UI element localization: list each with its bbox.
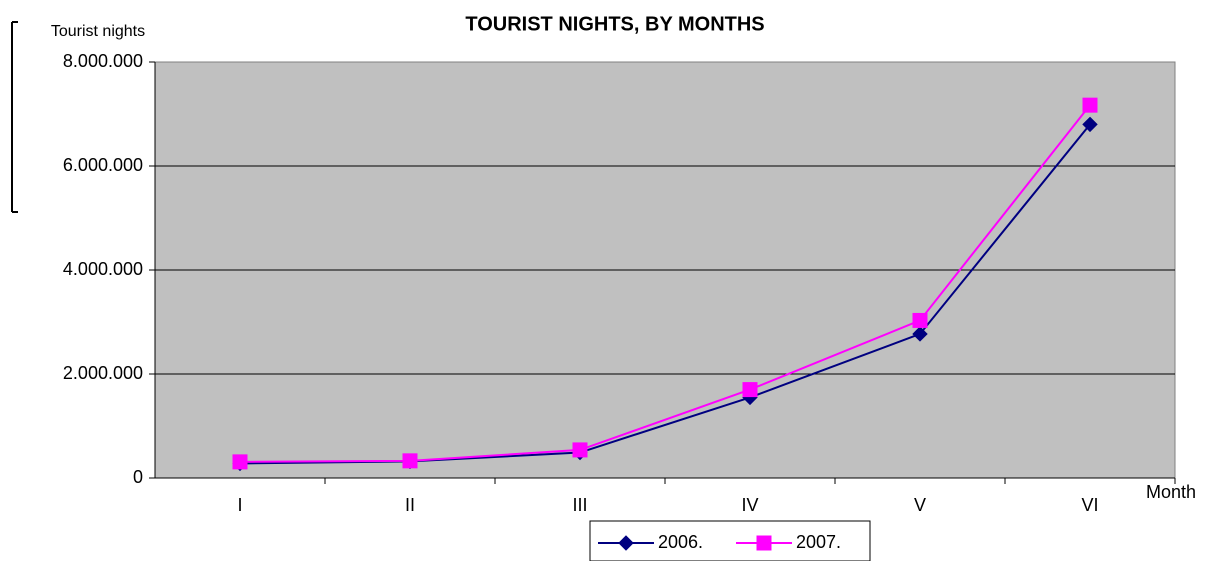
x-tick-label: III	[572, 495, 587, 515]
x-tick-label: II	[405, 495, 415, 515]
y-tick-label: 0	[133, 467, 143, 487]
point	[402, 453, 418, 469]
point	[1082, 116, 1098, 133]
point	[912, 326, 928, 342]
y-tick-label: 6.000.000	[63, 155, 143, 175]
legend-marker	[618, 535, 634, 551]
legend-marker	[756, 535, 772, 551]
chart-title: TOURIST NIGHTS, BY MONTHS	[465, 13, 764, 35]
y-axis-title: Tourist nights	[51, 23, 145, 40]
point	[1082, 97, 1098, 113]
decoration	[11, 21, 18, 213]
y-tick-label: 8.000.000	[63, 51, 143, 71]
point	[572, 442, 588, 458]
y-tick-label: 4.000.000	[63, 259, 143, 279]
x-tick-label: VI	[1081, 495, 1098, 515]
x-tick-label: I	[237, 495, 242, 515]
point	[742, 382, 758, 398]
legend-label: 2006.	[658, 532, 703, 552]
x-tick-label: IV	[741, 495, 758, 515]
y-tick-label: 2.000.000	[63, 363, 143, 383]
x-axis-title: Month	[1146, 482, 1196, 502]
x-tick-label: V	[914, 495, 926, 515]
point	[232, 454, 248, 470]
legend-label: 2007.	[796, 532, 841, 552]
point	[912, 312, 928, 328]
series-line	[239, 104, 1091, 463]
legend	[589, 520, 871, 562]
